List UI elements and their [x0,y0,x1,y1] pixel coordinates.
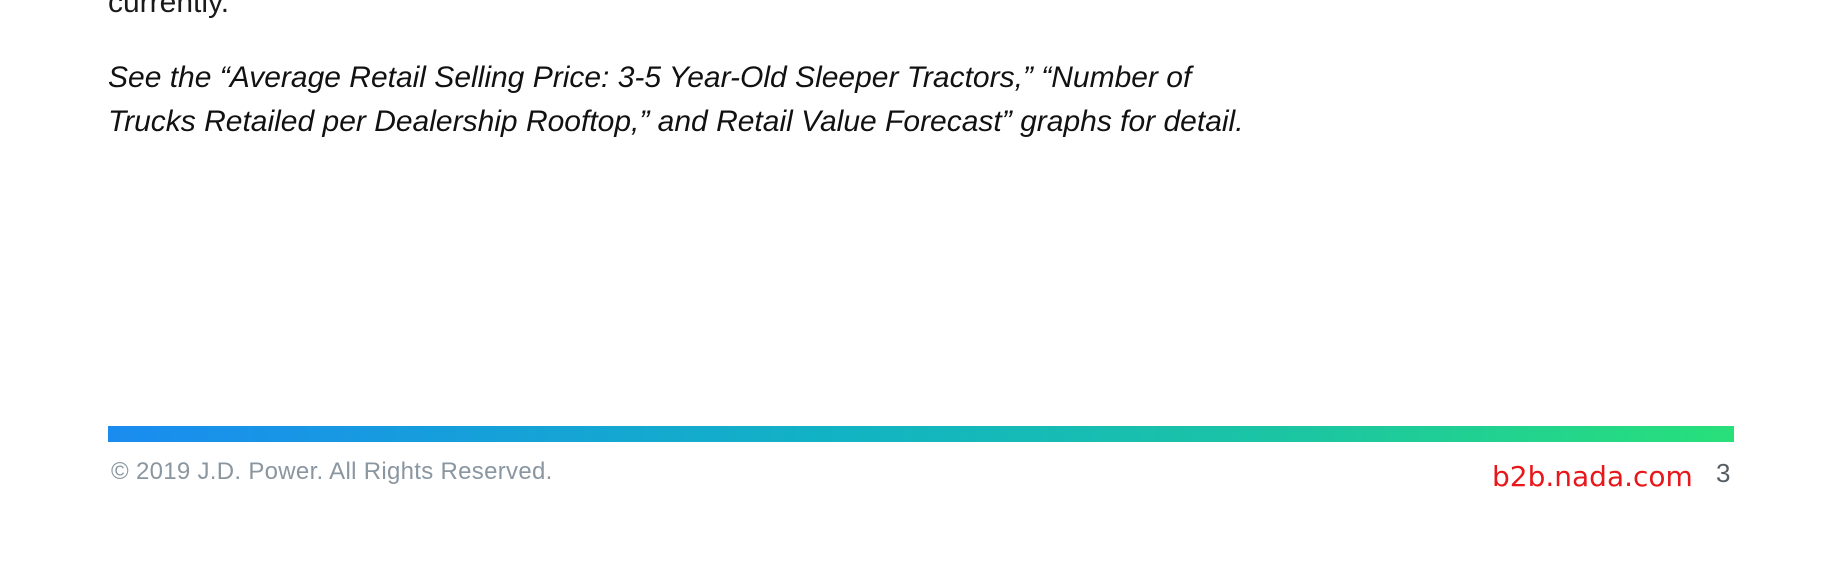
footer-gradient-bar [108,426,1734,442]
note-line-1: See the “Average Retail Selling Price: 3… [108,61,1192,94]
body-text-partial-line: currently. [108,0,230,19]
graph-reference-note: See the “Average Retail Selling Price: 3… [108,56,1328,144]
copyright-notice: © 2019 J.D. Power. All Rights Reserved. [111,458,553,485]
page-number: 3 [1716,458,1731,488]
note-line-2: Trucks Retailed per Dealership Rooftop,”… [108,105,1244,138]
website-link[interactable]: b2b.nada.com [1492,460,1693,493]
